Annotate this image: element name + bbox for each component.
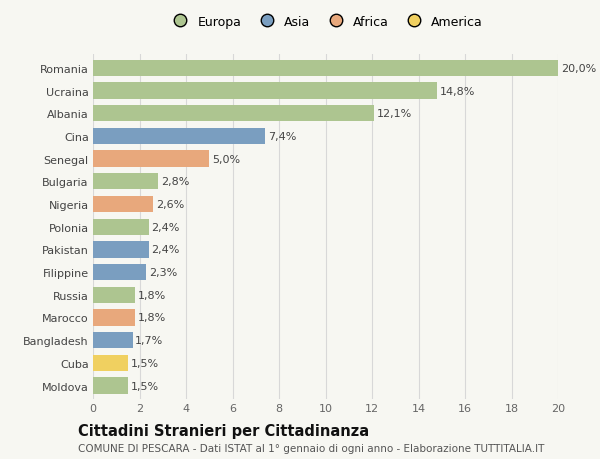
Bar [93, 287, 135, 303]
Bar [93, 151, 209, 168]
Legend: Europa, Asia, Africa, America: Europa, Asia, Africa, America [166, 13, 485, 31]
Bar [93, 61, 558, 77]
Text: 2,4%: 2,4% [152, 245, 180, 255]
Text: 2,8%: 2,8% [161, 177, 189, 187]
Bar [93, 242, 149, 258]
Bar [93, 332, 133, 348]
Bar [93, 196, 154, 213]
Text: 1,5%: 1,5% [131, 381, 159, 391]
Text: 14,8%: 14,8% [440, 86, 475, 96]
Text: 1,8%: 1,8% [137, 290, 166, 300]
Text: 7,4%: 7,4% [268, 132, 296, 142]
Text: 2,6%: 2,6% [156, 200, 184, 210]
Bar [93, 378, 128, 394]
Bar [93, 129, 265, 145]
Text: 1,8%: 1,8% [137, 313, 166, 323]
Bar [93, 83, 437, 100]
Bar [93, 264, 146, 280]
Text: COMUNE DI PESCARA - Dati ISTAT al 1° gennaio di ogni anno - Elaborazione TUTTITA: COMUNE DI PESCARA - Dati ISTAT al 1° gen… [78, 443, 544, 453]
Bar [93, 174, 158, 190]
Text: 12,1%: 12,1% [377, 109, 412, 119]
Text: Cittadini Stranieri per Cittadinanza: Cittadini Stranieri per Cittadinanza [78, 423, 369, 438]
Bar [93, 106, 374, 122]
Bar [93, 355, 128, 371]
Text: 5,0%: 5,0% [212, 154, 240, 164]
Text: 20,0%: 20,0% [561, 64, 596, 73]
Text: 1,7%: 1,7% [136, 336, 164, 346]
Text: 2,3%: 2,3% [149, 268, 178, 278]
Text: 2,4%: 2,4% [152, 222, 180, 232]
Bar [93, 219, 149, 235]
Bar [93, 310, 135, 326]
Text: 1,5%: 1,5% [131, 358, 159, 368]
